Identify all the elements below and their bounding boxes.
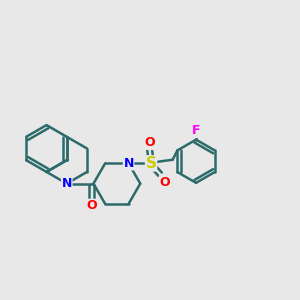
- Text: F: F: [192, 124, 200, 137]
- Text: O: O: [144, 136, 155, 149]
- Text: O: O: [160, 176, 170, 189]
- Text: O: O: [86, 199, 97, 212]
- Text: N: N: [61, 177, 72, 190]
- Text: S: S: [146, 156, 157, 171]
- Text: N: N: [123, 157, 134, 170]
